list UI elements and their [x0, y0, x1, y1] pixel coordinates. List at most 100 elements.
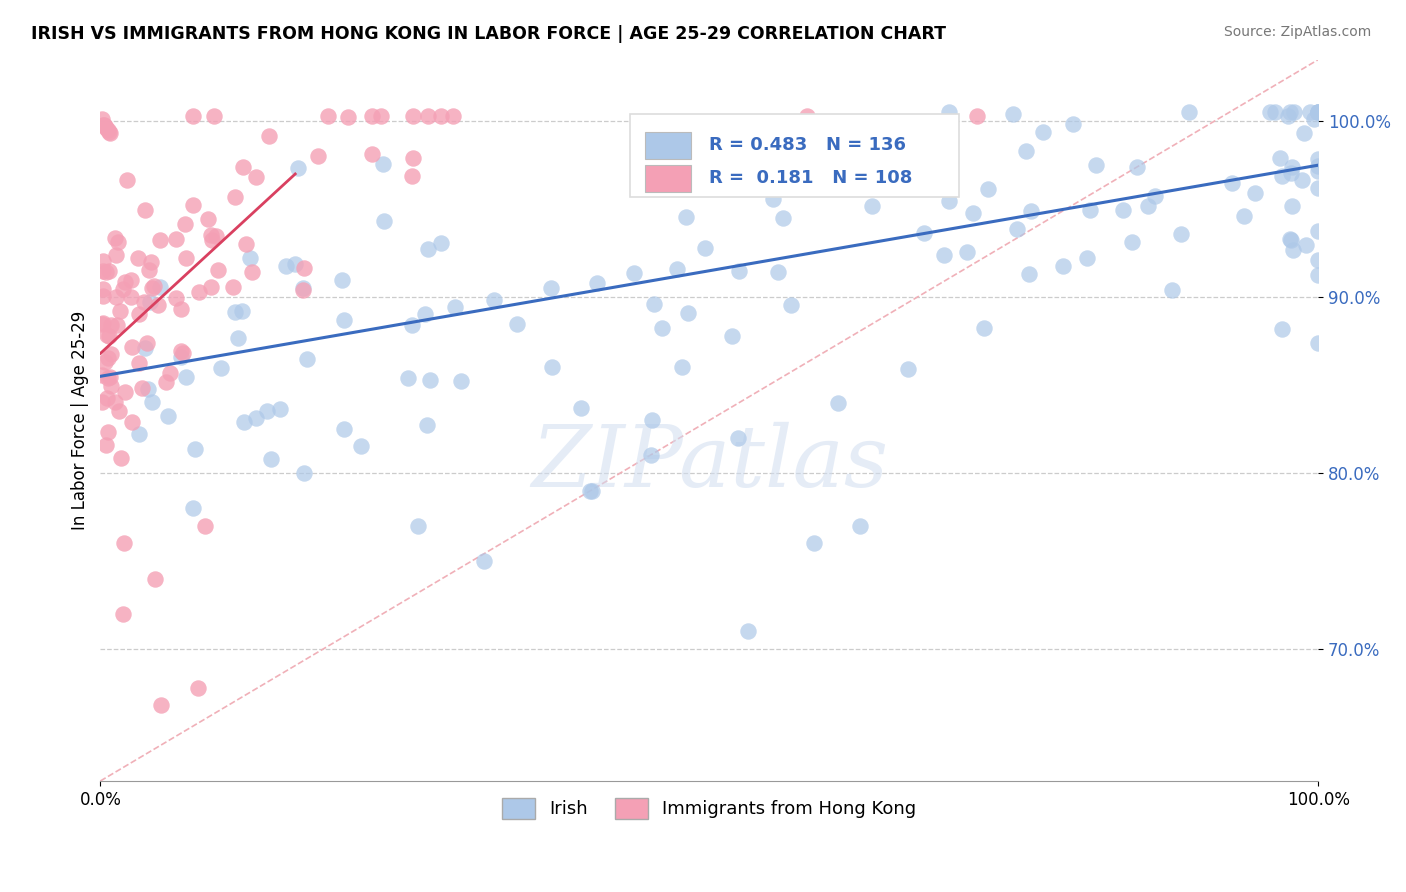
Point — [231, 304, 253, 318]
Point — [184, 442, 207, 457]
Point — [643, 296, 665, 310]
Point — [284, 257, 307, 271]
Point — [737, 624, 759, 639]
Point — [256, 404, 278, 418]
Text: Source: ZipAtlas.com: Source: ZipAtlas.com — [1223, 25, 1371, 39]
Point — [1308, 252, 1330, 267]
Point — [104, 248, 127, 262]
Point — [1303, 112, 1326, 127]
Point — [360, 147, 382, 161]
Point — [240, 265, 263, 279]
FancyBboxPatch shape — [645, 131, 690, 159]
Point — [183, 109, 205, 123]
Point — [977, 182, 1000, 196]
FancyBboxPatch shape — [630, 113, 959, 196]
Point — [640, 449, 662, 463]
Point — [111, 282, 134, 296]
Text: IRISH VS IMMIGRANTS FROM HONG KONG IN LABOR FORCE | AGE 25-29 CORRELATION CHART: IRISH VS IMMIGRANTS FROM HONG KONG IN LA… — [31, 25, 946, 43]
Point — [1308, 152, 1330, 166]
Point — [94, 355, 117, 369]
Point — [245, 170, 267, 185]
Point — [1220, 177, 1243, 191]
Point — [413, 307, 436, 321]
Point — [333, 313, 356, 327]
Point — [1281, 160, 1303, 174]
Point — [90, 394, 112, 409]
Point — [222, 280, 245, 294]
Point — [1281, 199, 1303, 213]
Point — [1076, 251, 1098, 265]
Point — [1121, 235, 1143, 250]
Point — [651, 321, 673, 335]
Point — [1170, 227, 1192, 241]
Point — [350, 439, 373, 453]
Point — [108, 403, 131, 417]
Point — [1085, 158, 1108, 172]
Point — [141, 395, 163, 409]
Point — [370, 109, 392, 123]
Point — [96, 121, 118, 136]
Point — [337, 111, 360, 125]
Point — [727, 431, 749, 445]
Point — [98, 329, 121, 343]
Point — [121, 340, 143, 354]
Point — [1291, 172, 1313, 186]
Point — [98, 127, 121, 141]
Point — [1278, 105, 1301, 120]
Point — [727, 264, 749, 278]
Point — [291, 281, 314, 295]
Point — [131, 381, 153, 395]
Point — [150, 698, 173, 713]
Point — [134, 203, 156, 218]
Point — [259, 129, 281, 144]
Point — [416, 242, 439, 256]
Point — [569, 401, 592, 415]
FancyBboxPatch shape — [645, 165, 690, 192]
Point — [1078, 203, 1101, 218]
Point — [97, 425, 120, 439]
Point — [156, 409, 179, 424]
Point — [114, 275, 136, 289]
Point — [170, 301, 193, 316]
Point — [245, 411, 267, 425]
Point — [91, 281, 114, 295]
Point — [120, 273, 142, 287]
Point — [194, 519, 217, 533]
Point — [295, 352, 318, 367]
Point — [108, 303, 131, 318]
Point — [1308, 335, 1330, 350]
Point — [141, 255, 163, 269]
Point — [1292, 127, 1315, 141]
Point — [1308, 105, 1330, 120]
Point — [224, 190, 246, 204]
Point — [1233, 209, 1256, 223]
Point — [1052, 260, 1074, 274]
Point — [127, 252, 149, 266]
Point — [371, 157, 394, 171]
Point — [209, 361, 232, 376]
Point — [1308, 181, 1330, 195]
Point — [1178, 105, 1201, 120]
Point — [860, 199, 883, 213]
Point — [174, 251, 197, 265]
Point — [415, 418, 437, 433]
Text: ZIPatlas: ZIPatlas — [530, 422, 887, 505]
Point — [1062, 117, 1084, 131]
Point — [401, 169, 423, 183]
Point — [897, 361, 920, 376]
Point — [181, 501, 204, 516]
Point — [1277, 109, 1299, 123]
Point — [165, 291, 187, 305]
Point — [1032, 125, 1054, 139]
Point — [472, 554, 495, 568]
Point — [97, 125, 120, 139]
Point — [149, 233, 172, 247]
Point — [226, 331, 249, 345]
Point — [132, 294, 155, 309]
Point — [1019, 204, 1042, 219]
Point — [406, 519, 429, 533]
Point — [540, 281, 562, 295]
Point — [401, 318, 423, 333]
Point — [170, 351, 193, 365]
Point — [111, 607, 134, 621]
